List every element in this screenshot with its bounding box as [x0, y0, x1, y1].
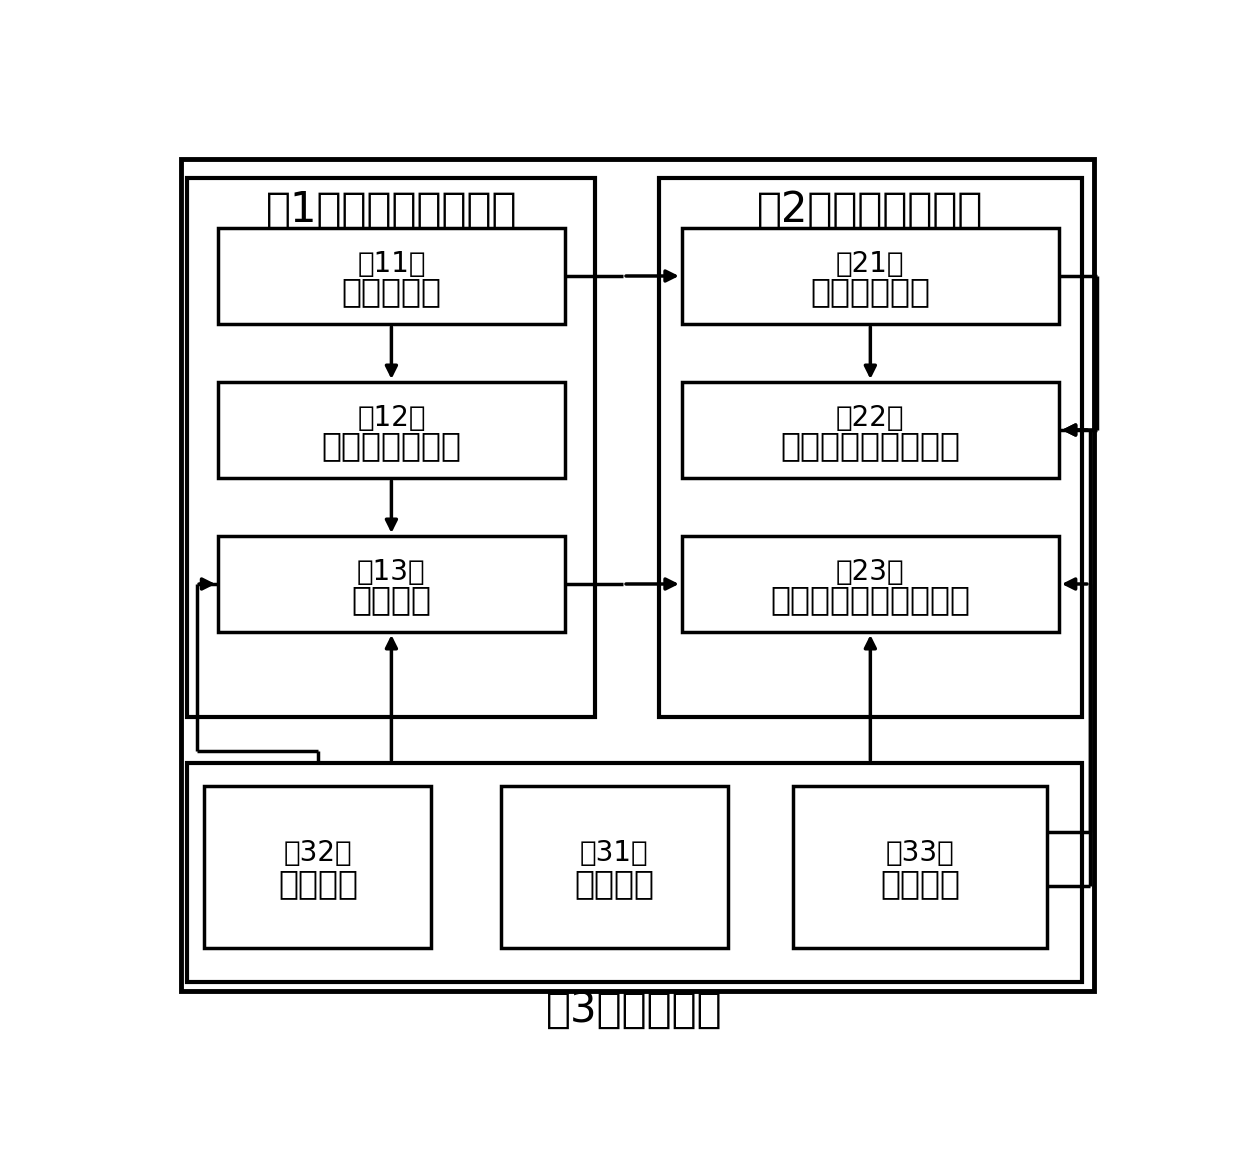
Bar — [682, 382, 1059, 478]
Text: （3）总控模块: （3）总控模块 — [547, 988, 723, 1031]
Text: （23）: （23） — [836, 558, 905, 586]
Text: （12）: （12） — [357, 404, 425, 432]
Text: （31）: （31） — [580, 839, 649, 867]
Bar — [205, 786, 432, 947]
Text: （21）: （21） — [836, 251, 905, 279]
Text: （22）: （22） — [836, 404, 905, 432]
Text: （13）: （13） — [357, 558, 425, 586]
Bar — [682, 536, 1059, 632]
Text: 目标识别与跟踪单元: 目标识别与跟踪单元 — [780, 428, 960, 462]
Bar — [501, 786, 728, 947]
Text: 太赫兹阵列芯片: 太赫兹阵列芯片 — [321, 428, 461, 462]
Text: 显示模块: 显示模块 — [880, 867, 961, 901]
Text: （32）: （32） — [284, 839, 352, 867]
Bar — [218, 228, 564, 324]
Bar — [682, 228, 1059, 324]
Text: （1）太赫兹成像前端: （1）太赫兹成像前端 — [265, 189, 517, 231]
Text: 读出电路: 读出电路 — [351, 583, 432, 615]
Text: 控制模块: 控制模块 — [278, 867, 358, 901]
Text: （11）: （11） — [357, 251, 425, 279]
Text: 容错设计与自重构单元: 容错设计与自重构单元 — [770, 583, 971, 615]
Text: 太赫兹透镜: 太赫兹透镜 — [341, 275, 441, 308]
Text: 图像拼接单元: 图像拼接单元 — [811, 275, 930, 308]
Bar — [218, 536, 564, 632]
Bar — [218, 382, 564, 478]
Bar — [658, 178, 1083, 716]
Bar — [187, 763, 1083, 982]
Text: （2）信号处理模块: （2）信号处理模块 — [758, 189, 983, 231]
Bar — [794, 786, 1048, 947]
Text: 电源模块: 电源模块 — [574, 867, 655, 901]
Text: （33）: （33） — [887, 839, 955, 867]
Bar — [187, 178, 595, 716]
